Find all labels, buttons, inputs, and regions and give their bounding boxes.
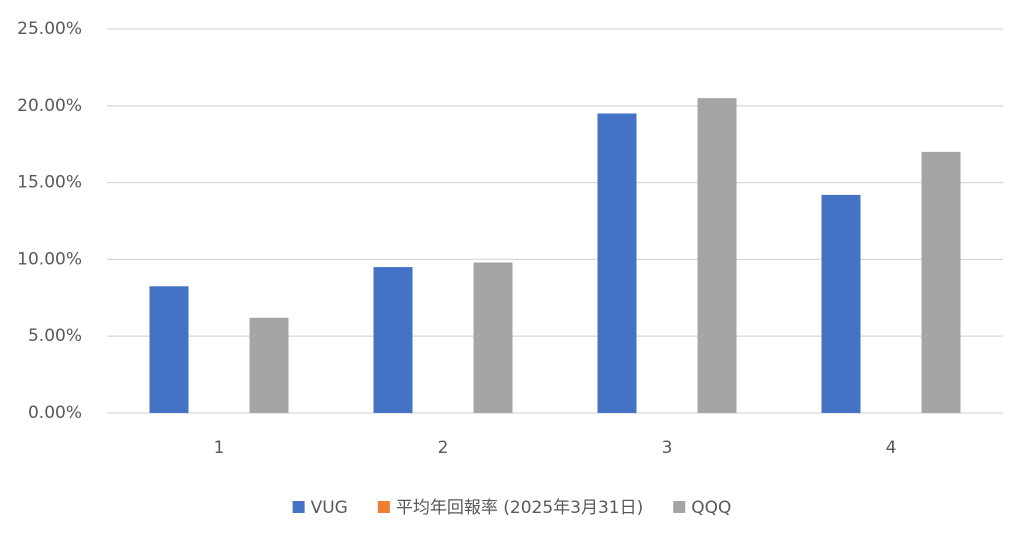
y-tick-label: 25.00% — [17, 19, 82, 39]
bar — [697, 98, 737, 414]
bar — [921, 151, 961, 413]
bar — [821, 194, 861, 413]
legend-label: 平均年回報率 (2025年3月31日) — [396, 498, 643, 518]
bar — [473, 262, 513, 413]
bar — [373, 267, 413, 413]
legend-swatch — [292, 501, 305, 513]
y-tick-label: 15.00% — [17, 173, 82, 193]
y-tick-label: 5.00% — [28, 326, 82, 346]
x-tick-label: 3 — [662, 438, 673, 458]
y-tick-label: 10.00% — [17, 249, 82, 269]
legend-label: QQQ — [691, 498, 731, 518]
y-tick-label: 20.00% — [17, 96, 82, 116]
bar — [249, 317, 289, 413]
x-tick-label: 2 — [438, 438, 449, 458]
legend-label: VUG — [311, 498, 348, 518]
legend-swatch — [673, 501, 686, 513]
bar — [597, 113, 637, 413]
x-tick-label: 4 — [886, 438, 897, 458]
y-tick-label: 0.00% — [28, 403, 82, 423]
x-tick-label: 1 — [214, 438, 225, 458]
bar — [149, 286, 189, 413]
legend-swatch — [377, 501, 390, 513]
